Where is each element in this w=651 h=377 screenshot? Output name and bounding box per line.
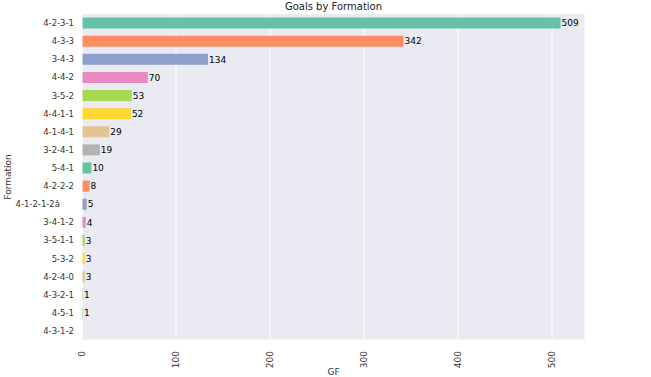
svg-text:4: 4 [87, 218, 93, 228]
svg-text:3-5-2: 3-5-2 [52, 91, 74, 101]
svg-text:4-4-2: 4-4-2 [52, 72, 74, 82]
svg-text:53: 53 [133, 91, 144, 101]
svg-text:3-4-3: 3-4-3 [52, 54, 74, 64]
svg-text:10: 10 [92, 163, 104, 173]
svg-text:300: 300 [359, 351, 369, 368]
svg-text:4-5-1: 4-5-1 [52, 308, 74, 318]
svg-text:1: 1 [84, 290, 90, 300]
svg-text:Formation: Formation [8, 154, 13, 199]
svg-text:4-3-1-2: 4-3-1-2 [43, 326, 74, 336]
svg-text:3-4-1-2: 3-4-1-2 [43, 217, 74, 227]
svg-text:8: 8 [91, 181, 97, 191]
svg-text:509: 509 [562, 18, 579, 28]
svg-text:100: 100 [171, 351, 181, 368]
svg-text:3: 3 [86, 236, 92, 246]
svg-text:4-1-4-1: 4-1-4-1 [43, 127, 74, 137]
svg-text:4-1-2-1-2â: 4-1-2-1-2â [15, 199, 74, 209]
svg-text:52: 52 [132, 109, 143, 119]
svg-text:29: 29 [110, 127, 122, 137]
svg-text:3: 3 [86, 272, 92, 282]
svg-text:4-3-2-1: 4-3-2-1 [43, 290, 74, 300]
svg-text:1: 1 [84, 308, 90, 318]
svg-text:4-2-4-0: 4-2-4-0 [43, 272, 74, 282]
svg-text:134: 134 [209, 55, 226, 65]
svg-text:3-2-4-1: 3-2-4-1 [43, 145, 74, 155]
svg-text:5-4-1: 5-4-1 [52, 163, 74, 173]
svg-text:200: 200 [265, 351, 275, 368]
svg-text:342: 342 [405, 36, 422, 46]
svg-text:70: 70 [149, 73, 161, 83]
svg-text:GF: GF [327, 367, 339, 377]
svg-text:5: 5 [88, 199, 94, 209]
svg-text:4-3-3: 4-3-3 [52, 36, 74, 46]
svg-text:400: 400 [453, 351, 463, 368]
svg-text:3-5-1-1: 3-5-1-1 [43, 235, 74, 245]
svg-text:19: 19 [101, 145, 113, 155]
svg-text:4-2-2-2: 4-2-2-2 [43, 181, 74, 191]
svg-text:5-3-2: 5-3-2 [52, 254, 74, 264]
svg-text:4-4-1-1: 4-4-1-1 [43, 109, 74, 119]
svg-text:3: 3 [86, 254, 92, 264]
html-text:Goals by Formation: Goals by Formation [285, 1, 382, 12]
svg-text:4-2-3-1: 4-2-3-1 [43, 18, 74, 28]
svg-text:500: 500 [547, 351, 557, 368]
svg-text:0: 0 [77, 351, 87, 357]
